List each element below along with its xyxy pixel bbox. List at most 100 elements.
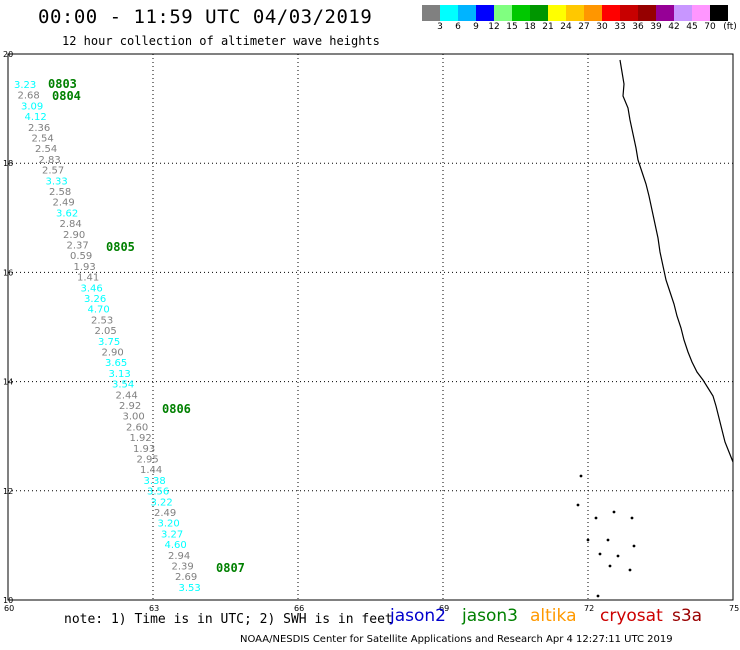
- wave-height-value: 2.92: [119, 401, 141, 412]
- color-swatch: [566, 5, 584, 21]
- wave-height-value: 2.37: [67, 241, 89, 252]
- color-scale-label: 39: [650, 22, 662, 32]
- wave-height-value: 3.22: [151, 497, 173, 508]
- wave-height-value: 3.62: [56, 208, 78, 219]
- wave-height-value: 2.49: [53, 198, 75, 209]
- color-scale-label: 36: [632, 22, 644, 32]
- wave-height-value: 3.00: [123, 412, 145, 423]
- track-time-label: 0803: [48, 77, 77, 91]
- island: [616, 554, 620, 558]
- footer-credit: NOAA/NESDIS Center for Satellite Applica…: [240, 634, 673, 645]
- wave-height-value: 2.83: [39, 155, 61, 166]
- color-scale-unit: (ft): [723, 22, 737, 32]
- color-scale-label: 70: [704, 22, 716, 32]
- lat-tick-label: 14: [3, 378, 13, 387]
- wave-height-value: 2.90: [102, 348, 124, 359]
- color-swatch: [584, 5, 602, 21]
- color-swatch: [710, 5, 728, 21]
- island: [594, 516, 598, 520]
- lat-tick-label: 10: [3, 596, 13, 605]
- satellite-legend-item: cryosat: [600, 606, 663, 626]
- wave-height-value: 3.27: [161, 529, 183, 540]
- wave-height-value: 2.53: [91, 315, 113, 326]
- color-swatch: [512, 5, 530, 21]
- wave-height-value: 3.23: [14, 80, 36, 91]
- wave-height-value: 3.53: [179, 583, 201, 594]
- track-time-label: 0805: [106, 240, 135, 254]
- wave-height-value: 1.93: [133, 444, 155, 455]
- island: [598, 552, 602, 556]
- lon-tick-label: 69: [439, 604, 449, 613]
- wave-height-value: 2.84: [60, 219, 82, 230]
- color-swatch: [530, 5, 548, 21]
- lon-tick-label: 63: [149, 604, 159, 613]
- color-scale-label: 24: [560, 22, 572, 32]
- island: [579, 474, 583, 478]
- color-scale-label: 42: [668, 22, 680, 32]
- color-scale-label: 15: [506, 22, 518, 32]
- wave-height-value: 2.60: [126, 422, 148, 433]
- wave-height-value: 1.44: [140, 465, 162, 476]
- color-swatch: [548, 5, 566, 21]
- wave-height-value: 1.92: [130, 433, 152, 444]
- lon-tick-label: 72: [584, 604, 594, 613]
- color-scale-label: 9: [473, 22, 479, 32]
- color-swatch: [602, 5, 620, 21]
- island: [630, 516, 634, 520]
- wave-height-value: 2.44: [116, 390, 138, 401]
- wave-height-value: 3.54: [112, 380, 134, 391]
- color-swatch: [638, 5, 656, 21]
- satellite-legend-item: altika: [530, 606, 577, 626]
- page-subtitle: 12 hour collection of altimeter wave hei…: [62, 34, 380, 48]
- wave-height-value: 2.68: [18, 91, 40, 102]
- color-scale-label: 18: [524, 22, 536, 32]
- track-time-label: 0807: [216, 561, 245, 575]
- island: [632, 544, 636, 548]
- wave-height-value: 2.57: [42, 166, 64, 177]
- page-title: 00:00 - 11:59 UTC 04/03/2019: [38, 6, 373, 28]
- wave-height-value: 2.54: [35, 144, 57, 155]
- units-note: note: 1) Time is in UTC; 2) SWH is in fe…: [64, 612, 393, 627]
- color-swatch: [656, 5, 674, 21]
- lon-tick-label: 60: [4, 604, 14, 613]
- color-scale-label: 6: [455, 22, 461, 32]
- lat-tick-label: 12: [3, 487, 13, 496]
- color-scale-label: 21: [542, 22, 554, 32]
- lon-tick-label: 75: [729, 604, 739, 613]
- wave-height-value: 2.36: [28, 123, 50, 134]
- wave-height-value: 0.59: [70, 251, 92, 262]
- wave-height-value: 2.90: [63, 230, 85, 241]
- island: [576, 503, 580, 507]
- wave-height-value: 2.58: [49, 187, 71, 198]
- wave-height-value: 3.38: [144, 476, 166, 487]
- wave-height-value: 3.13: [109, 369, 131, 380]
- color-scale-label: 27: [578, 22, 590, 32]
- color-swatch: [692, 5, 710, 21]
- wave-height-value: 4.70: [88, 305, 110, 316]
- color-scale-bar: [422, 5, 728, 21]
- wave-height-value: 3.46: [81, 283, 103, 294]
- wave-height-value: 3.56: [147, 487, 169, 498]
- satellite-legend-item: jason3: [462, 606, 518, 626]
- track-time-label: 0804: [52, 89, 81, 103]
- wave-height-value: 3.20: [158, 519, 180, 530]
- wave-height-value: 2.95: [137, 455, 159, 466]
- island: [596, 594, 600, 598]
- color-swatch: [422, 5, 440, 21]
- lon-tick-label: 66: [294, 604, 304, 613]
- island: [612, 510, 616, 514]
- wave-height-value: 2.39: [172, 562, 194, 573]
- wave-height-value: 4.12: [25, 112, 47, 123]
- color-scale-labels: 3 6 9 12 15 18 21 24 27 30 33 36 39 42 45 70 (ft): [422, 22, 740, 34]
- island: [628, 568, 632, 572]
- lat-tick-label: 20: [3, 50, 13, 59]
- wave-height-value: 2.94: [168, 551, 190, 562]
- color-scale-label: 12: [488, 22, 500, 32]
- wave-height-value: 1.41: [77, 273, 99, 284]
- wave-height-value: 3.09: [21, 101, 43, 112]
- island: [608, 564, 612, 568]
- track-time-label: 0806: [162, 402, 191, 416]
- color-swatch: [458, 5, 476, 21]
- wave-height-value: 2.49: [154, 508, 176, 519]
- color-swatch: [494, 5, 512, 21]
